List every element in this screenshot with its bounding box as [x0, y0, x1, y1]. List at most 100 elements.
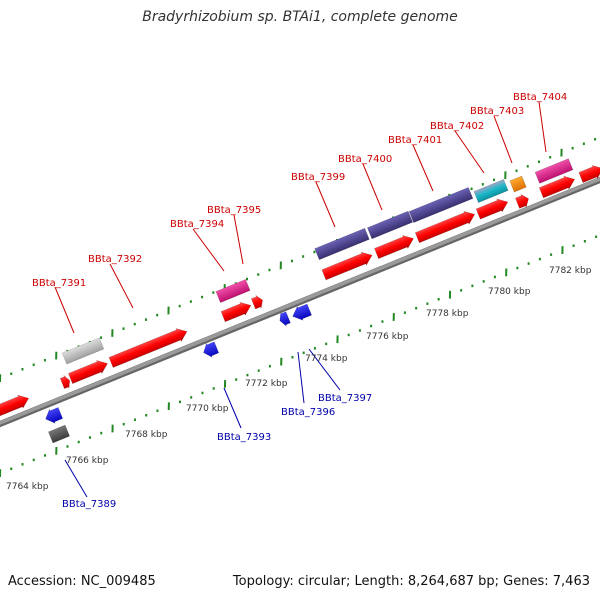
svg-text:BBta_7403: BBta_7403	[470, 106, 524, 117]
scale-dot	[313, 347, 316, 350]
cds-arrow-7388	[0, 394, 30, 418]
forward-upper-lane	[61, 158, 574, 365]
scale-dot	[290, 259, 293, 263]
scale-dot	[133, 418, 136, 421]
scale-dot	[526, 165, 529, 168]
scale-dot	[493, 275, 496, 279]
scale-dot	[302, 255, 305, 258]
scale-dot	[549, 156, 552, 159]
scale-dot	[302, 351, 305, 355]
scale-dot	[595, 235, 598, 239]
scale-dot	[571, 146, 574, 150]
scale-dot	[582, 142, 585, 145]
scale-label: 7768 kbp	[125, 430, 168, 440]
gene-label-bbta-7402: BBta_7402	[430, 121, 485, 174]
scale-label: 7778 kbp	[426, 309, 469, 319]
misc-feature-teal-7402	[473, 179, 509, 203]
scale-dot	[516, 266, 519, 270]
scale-label: 7780 kbp	[488, 287, 531, 297]
scale-dot	[178, 304, 181, 308]
scale-label: 7770 kbp	[186, 404, 229, 414]
scale-dot	[515, 169, 518, 173]
scale-label: 7774 kbp	[305, 354, 348, 364]
svg-text:BBta_7404: BBta_7404	[513, 92, 567, 103]
scale-dot	[100, 336, 103, 339]
scale-dot	[235, 378, 238, 381]
cds-arrow-7400	[374, 234, 414, 259]
scale-dot	[572, 244, 575, 247]
gene-label-bbta-7396: BBta_7396	[281, 351, 335, 418]
scale-label: 7776 kbp	[366, 332, 409, 342]
svg-text:BBta_7396: BBta_7396	[281, 407, 335, 418]
scale-dot	[32, 458, 35, 462]
scale-dot	[291, 356, 294, 359]
svg-text:BBta_7391: BBta_7391	[32, 278, 86, 289]
scale-dot	[212, 387, 215, 390]
scale-dot	[10, 372, 13, 375]
svg-text:BBta_7402: BBta_7402	[430, 121, 484, 132]
genome-backbone	[0, 176, 600, 428]
cds-arrow-7392	[108, 328, 188, 368]
reverse-arrow-7393	[203, 341, 220, 358]
scale-dot	[122, 422, 125, 426]
scale-dot	[88, 436, 91, 439]
svg-text:BBta_7389: BBta_7389	[62, 499, 116, 510]
scale-dot	[358, 329, 361, 332]
scale-dot	[246, 373, 249, 377]
svg-text:BBta_7393: BBta_7393	[217, 432, 271, 443]
gene-label-bbta-7391: BBta_7391	[32, 278, 86, 334]
scale-dot	[460, 289, 463, 292]
scale-dot	[594, 137, 597, 141]
scale-dot	[21, 463, 24, 466]
scale-dot	[10, 467, 13, 471]
accession-label: Accession: NC_009485	[8, 574, 156, 589]
cds-arrow-7403	[515, 193, 529, 209]
scale-dot	[415, 306, 418, 310]
misc-feature-gray	[61, 337, 105, 365]
svg-text:BBta_7392: BBta_7392	[88, 254, 142, 265]
gene-label-bbta-7395: BBta_7395	[207, 205, 261, 265]
scale-label: 7772 kbp	[245, 379, 288, 389]
cds-arrow-7401	[414, 210, 476, 244]
scale-dot	[583, 240, 586, 243]
forward-gene-labels: BBta_7391 BBta_7392 BBta_7394 BBta_7395 …	[32, 92, 567, 334]
cds-arrow-small	[59, 375, 70, 389]
svg-text:BBta_7399: BBta_7399	[291, 172, 345, 183]
gene-label-bbta-7404: BBta_7404	[513, 92, 567, 153]
misc-feature-orange-7403	[509, 175, 527, 193]
scale-label: 7766 kbp	[66, 456, 109, 466]
rna-feature-7400	[367, 210, 413, 240]
scale-dot	[325, 342, 328, 346]
scale-dot	[43, 454, 46, 457]
scale-dot	[212, 291, 215, 294]
scale-dot	[190, 396, 193, 399]
reverse-arrow-7389-a	[45, 407, 63, 424]
svg-text:BBta_7397: BBta_7397	[318, 393, 372, 404]
scale-dot	[201, 295, 204, 299]
scale-dot	[178, 400, 181, 404]
rna-feature-7399	[314, 227, 370, 261]
cds-arrow-7404	[538, 175, 576, 199]
scale-dot	[481, 183, 484, 186]
gene-label-bbta-7400: BBta_7400	[338, 154, 392, 211]
scale-dot	[145, 414, 148, 417]
gene-label-bbta-7401: BBta_7401	[388, 135, 442, 192]
scale-dot	[370, 324, 373, 328]
rna-feature-7401	[408, 187, 474, 223]
reverse-feature-gray	[48, 424, 70, 444]
cds-arrow-7395	[250, 294, 263, 310]
scale-labels: 7764 kbp 7766 kbp 7768 kbp 7770 kbp 7772…	[6, 266, 592, 492]
scale-dot	[426, 302, 429, 305]
scale-dot	[100, 431, 103, 435]
scale-dot	[493, 178, 496, 182]
topology-label: Topology: circular; Length: 8,264,687 bp…	[232, 574, 590, 589]
scale-dot	[381, 320, 384, 323]
scale-dot	[527, 262, 530, 265]
scale-dot	[43, 358, 46, 362]
scale-dot	[133, 322, 136, 326]
scale-dot	[257, 369, 260, 372]
scale-dot	[144, 318, 147, 321]
cds-arrow-7399	[321, 251, 373, 281]
scale-dot	[538, 257, 541, 261]
scale-dot	[66, 445, 69, 448]
